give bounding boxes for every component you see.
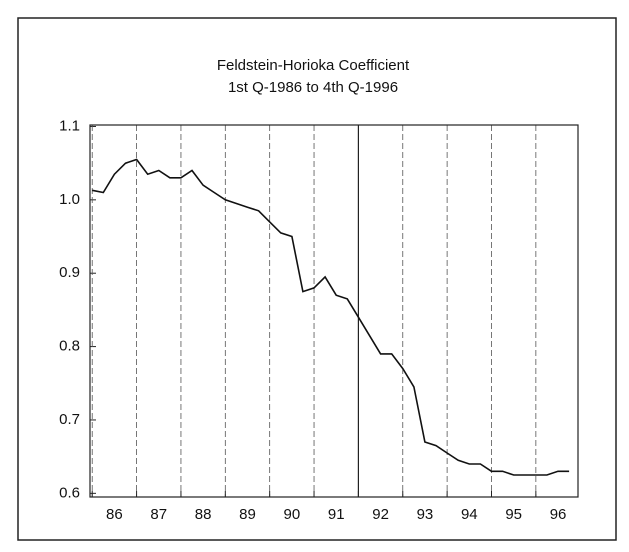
x-tick-label: 94: [461, 506, 478, 523]
plot-area: [89, 124, 579, 498]
data-line: [92, 158, 570, 476]
y-tick-label: 0.7: [59, 411, 80, 428]
chart-title: Feldstein-Horioka Coefficient: [217, 57, 410, 74]
x-tick-label: 96: [550, 506, 567, 523]
frame: [17, 17, 617, 541]
y-tick-label: 1.1: [59, 117, 80, 134]
y-tick-label: 0.8: [59, 338, 80, 355]
y-tick-label: 0.9: [59, 264, 80, 281]
chart-subtitle: 1st Q-1986 to 4th Q-1996: [228, 79, 398, 96]
x-tick-label: 93: [417, 506, 434, 523]
x-tick-label: 92: [372, 506, 389, 523]
y-tick-label: 1.0: [59, 191, 80, 208]
x-tick-label: 91: [328, 506, 345, 523]
x-tick-label: 88: [195, 506, 212, 523]
x-tick-label: 89: [239, 506, 256, 523]
x-tick-label: 87: [150, 506, 167, 523]
y-tick-label: 0.6: [59, 484, 80, 501]
x-tick-label: 90: [284, 506, 301, 523]
x-tick-label: 86: [106, 506, 123, 523]
x-tick-label: 95: [505, 506, 522, 523]
